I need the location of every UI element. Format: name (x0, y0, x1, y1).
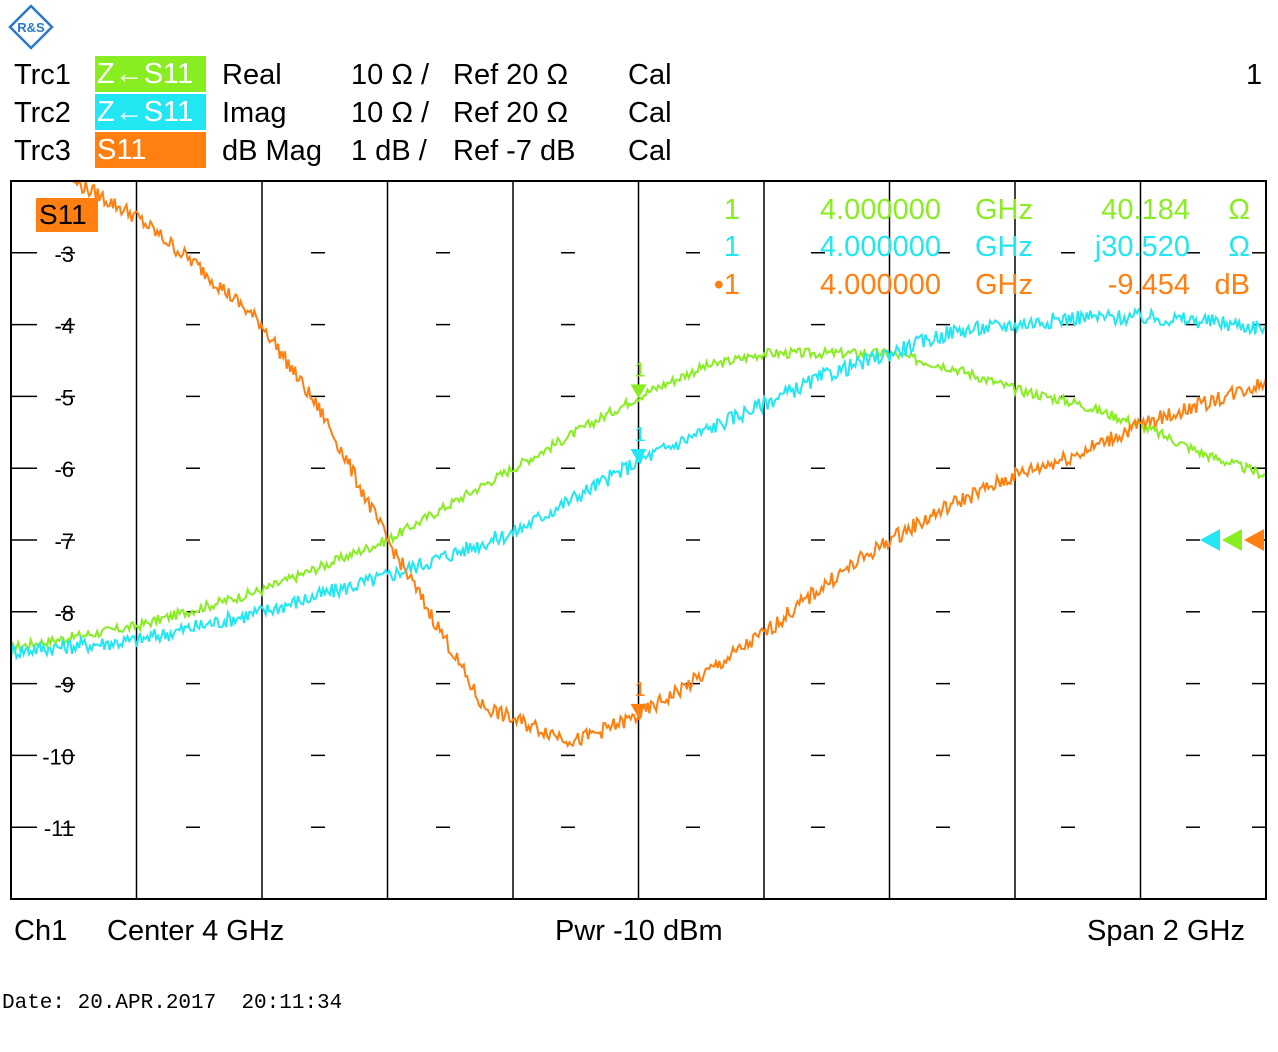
marker-1-freq: 4.000000 (820, 194, 941, 226)
y-axis-ticks: -3 -4 -5 -6 -7 -8 -9 -10 -11 (42, 242, 74, 841)
marker-number-trc3: 1 (635, 679, 646, 701)
trace-3-ref[interactable]: Ref -7 dB (453, 135, 576, 167)
span-frequency[interactable]: Span 2 GHz (1087, 915, 1245, 947)
y-tick-label: -11 (44, 816, 74, 841)
reference-level-arrows (1200, 529, 1264, 551)
marker-3-num[interactable]: •1 (713, 269, 740, 301)
ref-arrow-trc1 (1222, 529, 1242, 551)
marker-triangle-trc1 (630, 384, 647, 399)
trace-1-badge[interactable]: Z←S11 (95, 56, 206, 92)
trace-1-name[interactable]: Trc1 (14, 59, 71, 91)
marker-2-freq: 4.000000 (820, 231, 941, 263)
marker-3-freq: 4.000000 (820, 269, 941, 301)
trace-2-ref[interactable]: Ref 20 Ω (453, 97, 569, 129)
plot-frame (10, 180, 1267, 900)
marker-2-value: j30.520 (1094, 231, 1190, 263)
rohde-schwarz-logo: R&S (8, 4, 54, 50)
date-timestamp: Date: 20.APR.2017 20:11:34 (2, 992, 343, 1015)
power-level[interactable]: Pwr -10 dBm (555, 915, 723, 947)
trace-2-name[interactable]: Trc2 (14, 97, 71, 129)
marker-1-value: 40.184 (1101, 194, 1190, 226)
y-tick-label: -10 (42, 744, 74, 769)
trace-3-format[interactable]: dB Mag (222, 135, 322, 167)
marker-3-value: -9.454 (1107, 269, 1190, 301)
window-number: 1 (1246, 59, 1263, 91)
y-tick-label: -5 (54, 385, 74, 410)
marker-triangle-trc2 (630, 449, 647, 464)
y-tick-label: -9 (54, 673, 74, 698)
trace-2-badge[interactable]: Z←S11 (95, 94, 206, 130)
logo-text: R&S (17, 20, 45, 35)
y-tick-label: -8 (54, 601, 74, 626)
y-tick-label: -6 (54, 457, 74, 482)
channel-label[interactable]: Ch1 (14, 915, 68, 947)
trace-line-trc3 (73, 178, 1267, 749)
trace-2-scale[interactable]: 10 Ω / (351, 97, 430, 129)
y-tick-label: -7 (54, 529, 74, 554)
y-tick-label: -4 (54, 314, 74, 339)
trace-3-name[interactable]: Trc3 (14, 135, 71, 167)
trace-2-cal[interactable]: Cal (628, 97, 672, 129)
marker-1-value-unit: Ω (1228, 194, 1250, 226)
ref-arrow-trc2 (1200, 529, 1220, 551)
y-tick-label: -3 (54, 242, 74, 267)
marker-number-trc2: 1 (635, 424, 646, 446)
trace-1-scale[interactable]: 10 Ω / (351, 59, 430, 91)
trace-diagram[interactable]: -3 -4 -5 -6 -7 -8 -9 -10 -11 1 1 1 (0, 0, 1278, 910)
trace-markers: 1 1 1 (630, 359, 647, 718)
trace-line-trc1 (10, 345, 1267, 655)
marker-number-trc1: 1 (635, 359, 646, 381)
logo-diamond-icon: R&S (8, 4, 54, 50)
center-frequency[interactable]: Center 4 GHz (107, 915, 285, 947)
marker-1-unit: GHz (975, 194, 1033, 226)
marker-2-value-unit: Ω (1228, 231, 1250, 263)
marker-2-unit: GHz (975, 231, 1033, 263)
trace-2-format[interactable]: Imag (222, 97, 287, 129)
grid (11, 181, 1266, 899)
trace-1-cal[interactable]: Cal (628, 59, 672, 91)
marker-1-num[interactable]: 1 (723, 194, 740, 226)
trace-3-badge[interactable]: S11 (95, 132, 206, 168)
marker-2-num[interactable]: 1 (723, 231, 740, 263)
trace-3-scale[interactable]: 1 dB / (351, 135, 427, 167)
trace-1-ref[interactable]: Ref 20 Ω (453, 59, 569, 91)
trace-1-format[interactable]: Real (222, 59, 282, 91)
marker-triangle-trc3 (630, 703, 647, 718)
trace-3-cal[interactable]: Cal (628, 135, 672, 167)
active-trace-label[interactable]: S11 (36, 198, 98, 232)
marker-3-unit: GHz (975, 269, 1033, 301)
ref-arrow-trc3 (1244, 529, 1264, 551)
marker-3-value-unit: dB (1214, 269, 1250, 301)
